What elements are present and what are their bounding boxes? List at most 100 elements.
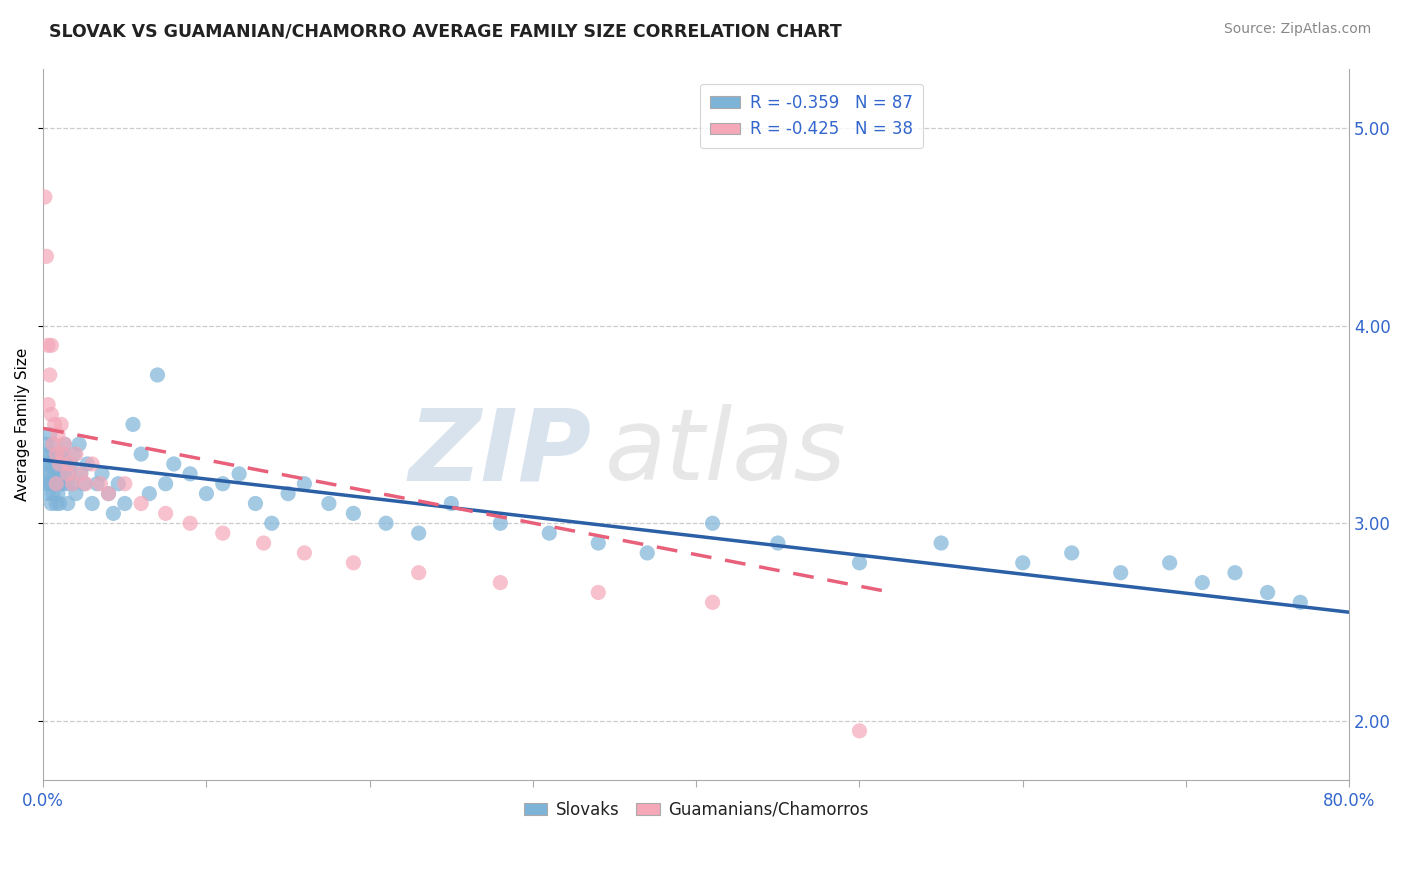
Point (179, 516, 201, 531)
Point (146, 368, 169, 382)
Point (252, 536, 274, 550)
Point (408, 566, 430, 580)
Point (211, 526, 233, 541)
Text: atlas: atlas (605, 404, 846, 501)
Point (1191, 575, 1213, 590)
Point (179, 467, 201, 481)
Point (73, 476, 96, 491)
Point (848, 556, 870, 570)
Point (41, 467, 63, 481)
Point (46, 427, 69, 442)
Point (44, 476, 66, 491)
Point (82, 496, 104, 510)
Point (38, 368, 60, 382)
Point (45, 447, 67, 461)
Point (89, 476, 111, 491)
Point (38, 476, 60, 491)
Point (59, 457, 82, 471)
Point (82, 457, 104, 471)
Point (155, 476, 177, 491)
Point (588, 585, 610, 599)
Point (294, 546, 316, 560)
Point (37, 486, 59, 500)
Point (56, 496, 79, 510)
Point (56, 476, 79, 491)
Point (53, 467, 76, 481)
Point (35, 437, 58, 451)
Point (702, 516, 724, 531)
Point (636, 546, 658, 560)
Point (53, 437, 76, 451)
Point (41, 338, 63, 352)
Point (49, 467, 72, 481)
Point (766, 536, 789, 550)
Point (86, 476, 108, 491)
Point (45, 476, 67, 491)
Point (42, 437, 65, 451)
Point (929, 536, 952, 550)
Point (163, 457, 186, 471)
Point (41, 408, 63, 422)
Point (67, 437, 90, 451)
Point (103, 507, 125, 521)
Text: ZIP: ZIP (409, 404, 592, 501)
Point (45, 457, 67, 471)
Point (1223, 566, 1246, 580)
Point (702, 595, 724, 609)
Y-axis label: Average Family Size: Average Family Size (15, 348, 30, 501)
Point (440, 496, 463, 510)
Point (375, 516, 398, 531)
Point (294, 476, 316, 491)
Point (34, 457, 56, 471)
Point (97, 486, 120, 500)
Point (52, 476, 75, 491)
Point (37, 338, 59, 352)
Point (52, 447, 75, 461)
Point (35, 249, 58, 263)
Point (114, 496, 136, 510)
Point (277, 486, 299, 500)
Point (588, 536, 610, 550)
Point (129, 447, 152, 461)
Point (195, 486, 218, 500)
Point (211, 476, 233, 491)
Point (37, 398, 59, 412)
Point (49, 417, 72, 432)
Point (58, 457, 80, 471)
Point (260, 516, 283, 531)
Point (114, 476, 136, 491)
Point (46, 467, 69, 481)
Point (129, 496, 152, 510)
Point (228, 467, 250, 481)
Point (42, 437, 65, 451)
Point (37, 447, 59, 461)
Point (52, 447, 75, 461)
Point (45, 496, 67, 510)
Point (65, 447, 87, 461)
Text: Source: ZipAtlas.com: Source: ZipAtlas.com (1223, 22, 1371, 37)
Point (848, 723, 870, 738)
Point (69, 467, 91, 481)
Point (318, 496, 340, 510)
Point (489, 575, 512, 590)
Point (46, 486, 69, 500)
Point (138, 486, 160, 500)
Point (34, 190, 56, 204)
Point (1159, 556, 1181, 570)
Point (48, 496, 70, 510)
Point (38, 427, 60, 442)
Point (75, 476, 97, 491)
Point (42, 486, 65, 500)
Point (58, 467, 80, 481)
Point (1109, 566, 1132, 580)
Point (44, 417, 66, 432)
Point (76, 457, 98, 471)
Point (48, 457, 70, 471)
Point (342, 507, 364, 521)
Point (41, 447, 63, 461)
Point (49, 457, 72, 471)
Point (1289, 595, 1312, 609)
Point (245, 496, 267, 510)
Point (45, 476, 67, 491)
Point (37, 467, 59, 481)
